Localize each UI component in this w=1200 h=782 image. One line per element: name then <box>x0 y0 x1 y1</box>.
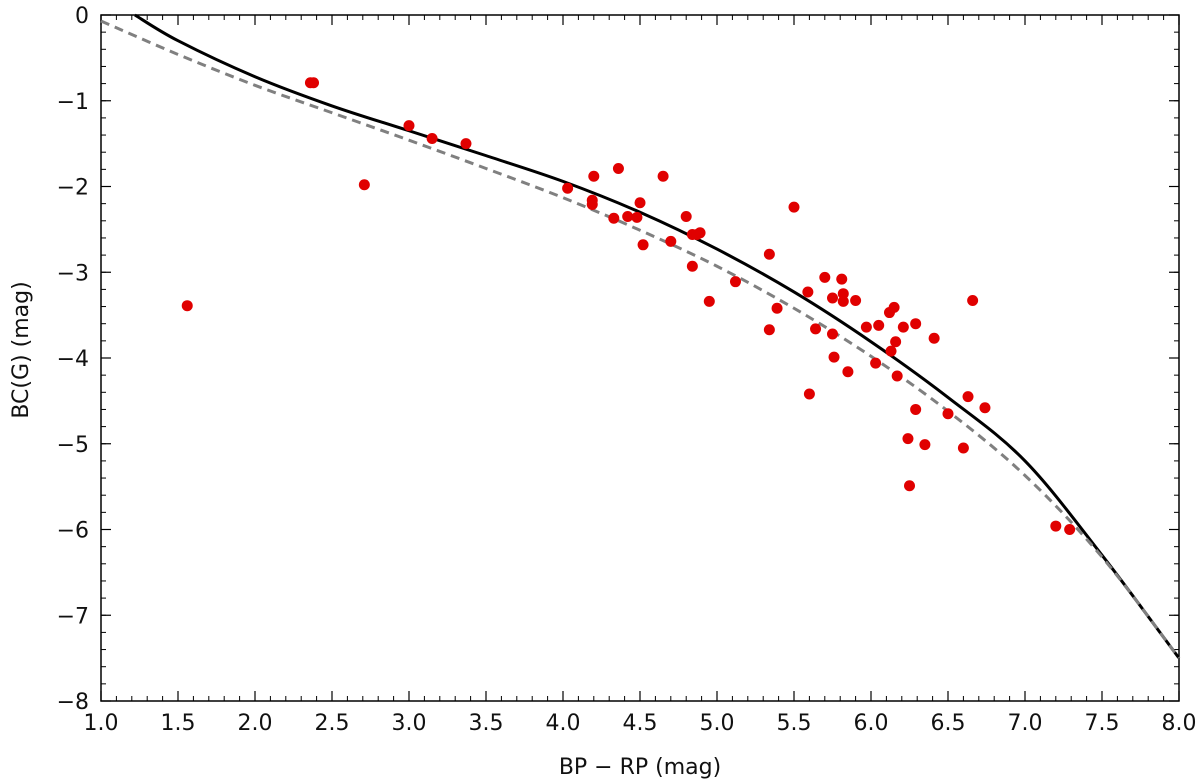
data-point <box>358 179 370 191</box>
data-point <box>608 212 620 224</box>
x-tick-label: 4.5 <box>623 711 658 736</box>
data-point <box>771 302 783 314</box>
data-point <box>837 295 849 307</box>
x-tick-label: 1.0 <box>84 711 119 736</box>
data-point <box>657 170 669 182</box>
data-point <box>928 332 940 344</box>
y-tick-label: −3 <box>57 261 89 286</box>
data-point <box>612 162 624 174</box>
data-point <box>919 439 931 451</box>
x-tick-label: 8.0 <box>1162 711 1197 736</box>
x-tick-label: 2.5 <box>315 711 350 736</box>
curves-layer <box>100 13 1181 660</box>
y-tick-label: −5 <box>57 433 89 458</box>
data-point <box>942 408 954 420</box>
data-point <box>1064 524 1076 535</box>
y-tick-label: −1 <box>57 90 89 115</box>
data-point <box>729 276 741 288</box>
x-tick-label: 3.5 <box>469 711 504 736</box>
data-point <box>810 323 822 335</box>
data-point <box>828 351 840 363</box>
data-point <box>836 273 848 285</box>
data-point <box>763 248 775 260</box>
tick-marks-layer <box>100 14 1180 702</box>
data-point <box>837 288 849 300</box>
data-point <box>763 324 775 336</box>
data-point <box>957 442 969 454</box>
x-tick-label: 7.0 <box>1008 711 1043 736</box>
data-point <box>904 480 915 492</box>
data-point <box>788 201 800 213</box>
data-point <box>870 357 882 369</box>
y-axis-label: BC(G) (mag) <box>9 281 34 418</box>
y-tick-label: −4 <box>57 347 89 372</box>
data-point <box>665 235 677 247</box>
x-tick-label: 1.5 <box>161 711 196 736</box>
data-point <box>634 197 646 209</box>
x-axis-label: BP − RP (mag) <box>559 755 721 780</box>
data-point <box>631 211 643 223</box>
data-point <box>637 239 649 251</box>
y-tick-label: −8 <box>57 690 89 715</box>
data-point <box>686 260 698 272</box>
y-tick-label: −6 <box>57 519 89 544</box>
plot-frame <box>100 14 1180 702</box>
x-tick-label: 2.0 <box>238 711 273 736</box>
data-point <box>885 345 897 357</box>
data-point <box>588 170 600 182</box>
data-point <box>842 366 854 378</box>
data-point <box>827 292 838 304</box>
dashed-relation-curve <box>100 19 1181 660</box>
data-point <box>426 132 438 144</box>
data-point <box>850 295 862 307</box>
data-point <box>890 336 902 348</box>
data-point <box>460 138 472 150</box>
data-point <box>181 300 193 312</box>
data-points-layer <box>181 77 1076 535</box>
x-tick-label: 7.5 <box>1085 711 1120 736</box>
data-point <box>694 227 706 239</box>
x-tick-label: 6.0 <box>854 711 889 736</box>
data-point <box>860 321 872 333</box>
data-point <box>910 318 922 330</box>
x-tick-label: 6.5 <box>931 711 966 736</box>
data-point <box>888 301 900 313</box>
tick-labels-layer: 1.0 1.5 2.0 2.5 3.0 3.5 4.0 4.5 5.0 5.5 6.0 6.5 7.0 7… <box>57 4 1197 736</box>
data-point <box>403 120 415 132</box>
data-point <box>586 199 598 211</box>
data-point <box>979 402 991 414</box>
y-tick-label: 0 <box>75 4 89 29</box>
data-point <box>308 77 320 89</box>
solid-relation-curve <box>134 13 1181 660</box>
x-tick-label: 5.5 <box>777 711 812 736</box>
data-point <box>967 295 979 307</box>
data-point <box>891 370 903 382</box>
data-point <box>1050 520 1062 532</box>
data-point <box>962 391 974 403</box>
x-tick-label: 3.0 <box>392 711 427 736</box>
y-tick-label: −7 <box>57 604 89 629</box>
data-point <box>897 321 909 333</box>
data-point <box>703 295 715 307</box>
data-point <box>803 388 815 400</box>
data-point <box>802 286 814 298</box>
data-point <box>562 182 574 194</box>
x-tick-label: 5.0 <box>700 711 735 736</box>
data-point <box>873 319 885 331</box>
data-point <box>819 271 831 283</box>
data-point <box>622 211 634 223</box>
data-point <box>827 328 838 340</box>
data-point <box>680 211 692 223</box>
x-tick-label: 4.0 <box>546 711 581 736</box>
data-point <box>910 403 922 415</box>
data-point <box>902 433 914 445</box>
y-tick-label: −2 <box>57 176 89 201</box>
plot-frame-layer <box>100 14 1180 702</box>
